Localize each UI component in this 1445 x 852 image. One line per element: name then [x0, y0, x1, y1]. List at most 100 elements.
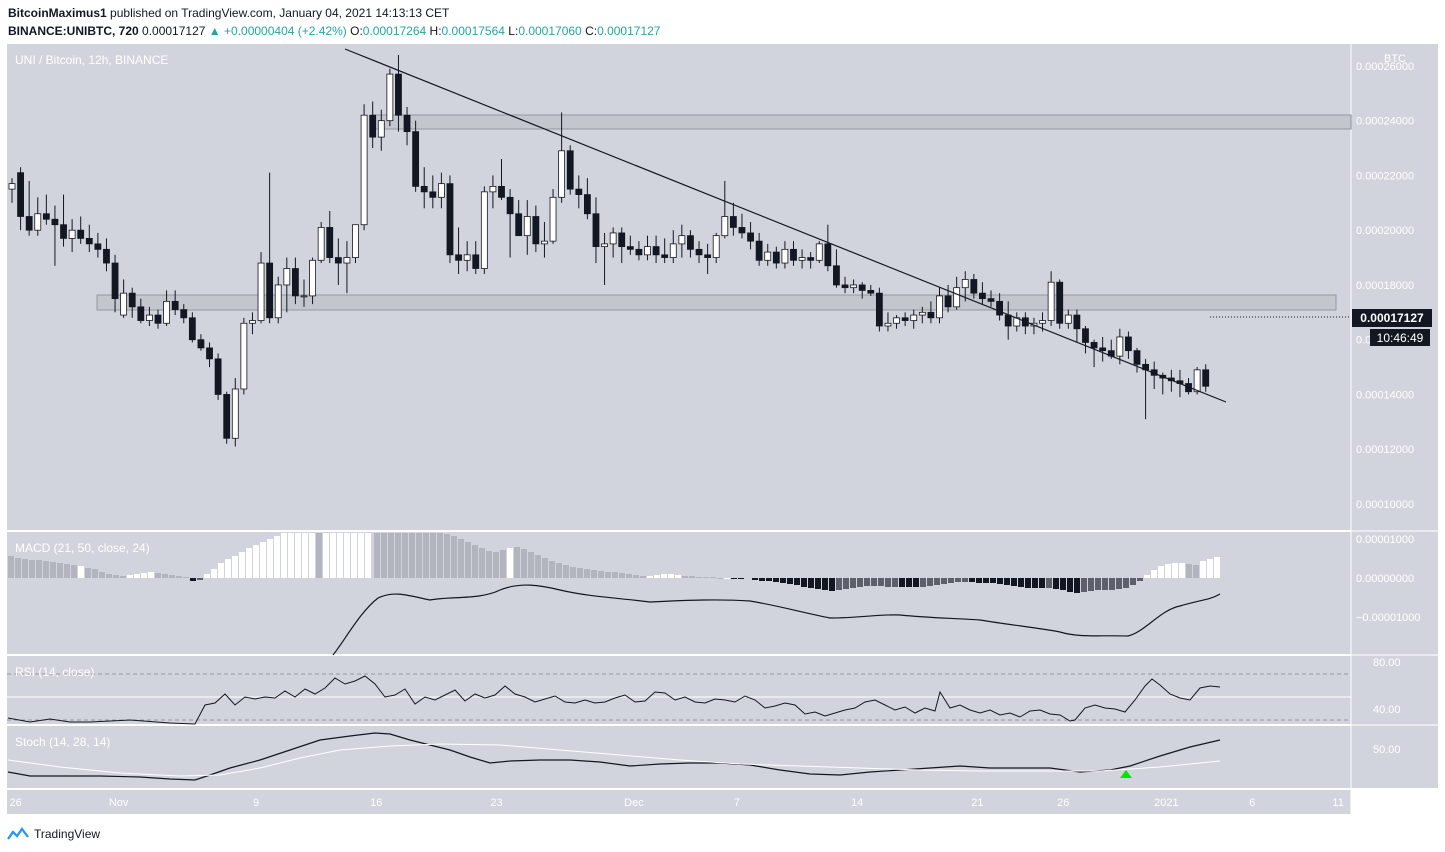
candle-56[interactable] [489, 175, 497, 209]
candle-100[interactable] [867, 284, 875, 296]
candle-113[interactable] [979, 282, 986, 305]
rsi-pane[interactable] [7, 656, 1351, 724]
candle-94[interactable] [815, 241, 823, 264]
candle-126[interactable] [1090, 339, 1098, 368]
price-axis[interactable] [1351, 44, 1438, 788]
candle-67[interactable] [583, 178, 591, 220]
candle-31[interactable] [274, 276, 282, 324]
candle-32[interactable] [283, 257, 291, 313]
candle-88[interactable] [764, 243, 772, 266]
candle-91[interactable] [790, 241, 797, 266]
candle-41[interactable] [360, 104, 368, 231]
candle-18[interactable] [163, 290, 170, 327]
candle-52[interactable] [455, 227, 462, 274]
candle-39[interactable] [343, 241, 351, 294]
candle-0[interactable] [8, 178, 16, 203]
candle-111[interactable] [961, 271, 969, 302]
candle-49[interactable] [429, 175, 437, 209]
candle-129[interactable] [1116, 328, 1124, 365]
candle-50[interactable] [437, 172, 445, 209]
candle-131[interactable] [1133, 347, 1141, 373]
candle-66[interactable] [575, 175, 583, 209]
candle-26[interactable] [231, 378, 239, 447]
candle-93[interactable] [807, 252, 815, 269]
author-name[interactable]: BitcoinMaximus1 [8, 6, 107, 20]
candle-81[interactable] [704, 243, 712, 274]
candle-53[interactable] [463, 241, 471, 272]
candle-63[interactable] [549, 189, 557, 244]
candle-59[interactable] [515, 200, 523, 237]
candle-48[interactable] [420, 167, 428, 209]
candle-57[interactable] [498, 158, 505, 201]
candle-9[interactable] [85, 224, 93, 253]
candle-85[interactable] [738, 213, 746, 239]
candle-16[interactable] [146, 306, 153, 327]
candle-5[interactable] [51, 205, 59, 266]
candle-139[interactable] [1202, 364, 1210, 392]
candle-115[interactable] [996, 293, 1004, 321]
candle-80[interactable] [695, 241, 703, 264]
candle-12[interactable] [111, 254, 119, 313]
candle-15[interactable] [137, 298, 145, 324]
candle-105[interactable] [910, 309, 918, 329]
candle-45[interactable] [395, 54, 402, 132]
descending-trendline[interactable] [344, 48, 1227, 403]
candle-82[interactable] [712, 232, 720, 264]
candle-19[interactable] [171, 290, 179, 316]
candle-58[interactable] [506, 189, 514, 258]
candle-90[interactable] [781, 241, 789, 269]
candle-73[interactable] [635, 241, 643, 261]
candle-1[interactable] [17, 167, 24, 231]
candle-33[interactable] [291, 257, 299, 305]
candle-14[interactable] [128, 287, 136, 318]
candle-46[interactable] [403, 106, 411, 146]
candle-112[interactable] [970, 273, 978, 299]
candle-27[interactable] [240, 317, 248, 395]
candle-75[interactable] [652, 235, 660, 264]
candle-13[interactable] [120, 279, 128, 318]
candle-70[interactable] [609, 227, 617, 258]
candle-42[interactable] [369, 101, 377, 149]
candle-89[interactable] [772, 246, 780, 269]
candle-17[interactable] [154, 309, 162, 329]
candle-97[interactable] [841, 276, 849, 294]
candle-108[interactable] [936, 287, 943, 324]
candle-62[interactable] [541, 221, 548, 258]
candle-4[interactable] [42, 194, 50, 225]
candle-37[interactable] [326, 211, 334, 264]
candle-28[interactable] [249, 312, 256, 335]
candle-107[interactable] [927, 301, 935, 324]
candle-11[interactable] [103, 238, 110, 272]
candle-95[interactable] [824, 224, 832, 272]
candle-61[interactable] [532, 205, 540, 253]
candle-123[interactable] [1064, 309, 1072, 329]
candle-51[interactable] [446, 175, 454, 264]
resistance-zone-upper[interactable] [371, 114, 1352, 130]
candle-68[interactable] [592, 197, 600, 264]
candle-92[interactable] [798, 249, 806, 269]
candle-124[interactable] [1073, 309, 1081, 343]
candle-114[interactable] [987, 290, 995, 307]
candle-99[interactable] [858, 282, 866, 299]
candle-3[interactable] [34, 197, 42, 236]
candle-29[interactable] [257, 252, 265, 324]
candle-106[interactable] [918, 306, 926, 324]
candle-43[interactable] [377, 109, 385, 151]
candle-78[interactable] [678, 224, 686, 258]
candle-101[interactable] [875, 287, 883, 332]
candle-103[interactable] [893, 315, 900, 329]
stoch-pane[interactable] [7, 726, 1351, 788]
candle-55[interactable] [480, 186, 488, 274]
candle-79[interactable] [687, 230, 694, 258]
candle-44[interactable] [386, 68, 394, 127]
candle-69[interactable] [601, 232, 608, 285]
candle-130[interactable] [1125, 331, 1132, 359]
candle-86[interactable] [747, 221, 754, 250]
candle-23[interactable] [206, 342, 213, 368]
candle-24[interactable] [214, 353, 222, 400]
candle-2[interactable] [25, 180, 33, 236]
candle-83[interactable] [721, 180, 729, 239]
candle-20[interactable] [180, 304, 188, 324]
candle-35[interactable] [309, 257, 316, 305]
